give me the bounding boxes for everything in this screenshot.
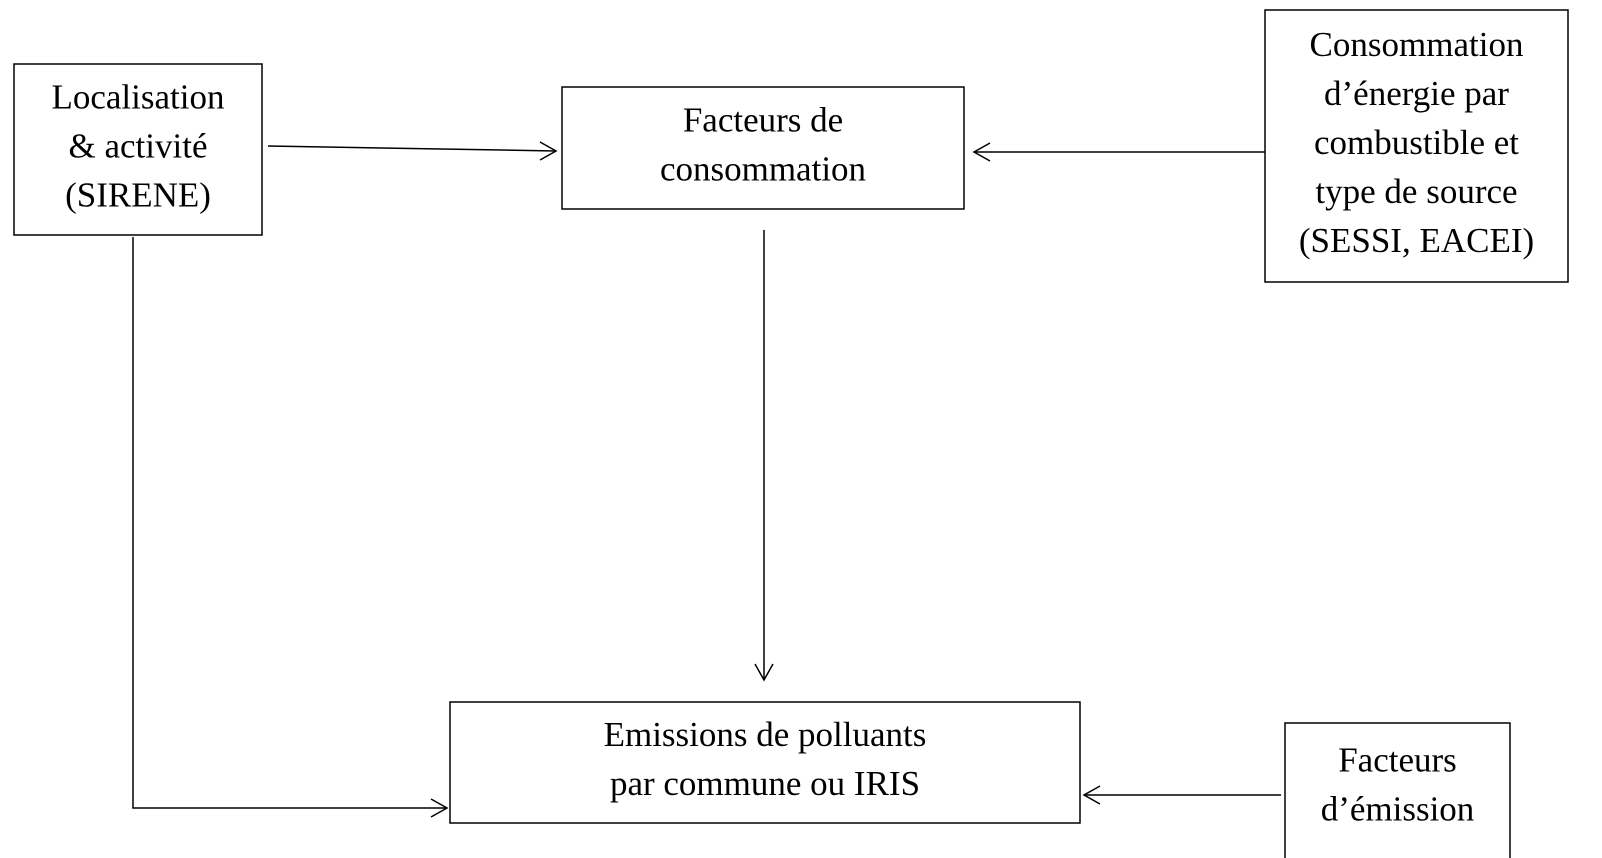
- node-label: Consommation: [1310, 25, 1524, 64]
- node-label: Facteurs: [1338, 741, 1457, 780]
- node-label: Localisation: [51, 78, 224, 117]
- node-label: Emissions de polluants: [604, 715, 927, 754]
- arrowhead: [1082, 785, 1101, 805]
- node-label: combustible et: [1314, 123, 1519, 162]
- node: Consommation d’énergie par combustible et t…: [1264, 9, 1569, 283]
- node: Emissions de polluants par commune ou IRI…: [449, 701, 1081, 824]
- node: Facteurs d’émission: [1284, 722, 1511, 858]
- node-box: [1264, 9, 1569, 283]
- arrowhead: [430, 798, 449, 818]
- arrowhead: [754, 663, 774, 682]
- arrow: [132, 237, 447, 809]
- node: Facteurs de consommation: [561, 86, 965, 210]
- node-label: d’énergie par: [1324, 74, 1509, 113]
- node-box: [561, 86, 965, 210]
- node-label: type de source: [1315, 172, 1517, 211]
- node-box: [13, 63, 263, 236]
- node-label: (SESSI, EACEI): [1299, 221, 1534, 260]
- node-label: par commune ou IRIS: [610, 764, 920, 803]
- node-label: (SIRENE): [65, 176, 211, 215]
- arrow: [267, 145, 557, 152]
- arrowhead: [539, 141, 558, 161]
- node-label: d’émission: [1321, 790, 1475, 829]
- node-label: consommation: [660, 150, 866, 189]
- node-label: Facteurs de: [683, 101, 843, 140]
- node: Localisation & activité (SIRENE): [13, 63, 263, 236]
- connectors: [132, 141, 1281, 818]
- node-box: [1284, 722, 1511, 858]
- node-box: [449, 701, 1081, 824]
- arrowhead: [972, 142, 991, 162]
- node-label: & activité: [69, 127, 208, 166]
